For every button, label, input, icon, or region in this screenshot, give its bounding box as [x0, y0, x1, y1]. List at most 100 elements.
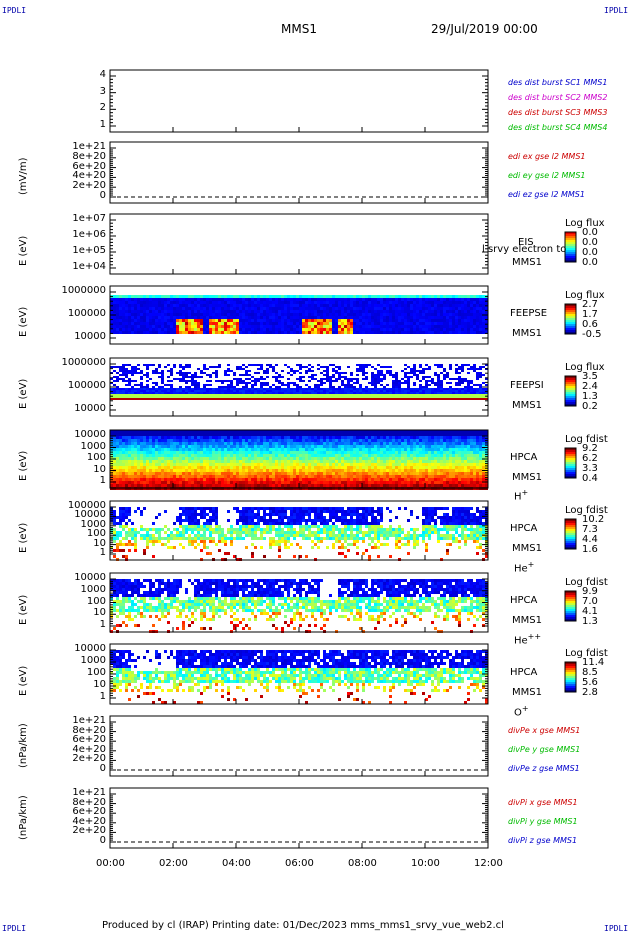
y-tick-label: 1	[99, 691, 106, 702]
corner-label-top-right: IPDLI	[604, 6, 629, 15]
legend-entry: divPi x gse MMS1	[508, 798, 578, 807]
panel-frame	[109, 787, 489, 849]
y-axis-label: E (eV)	[18, 522, 29, 553]
legend-entry: des dist burst SC4 MMS4	[508, 123, 608, 132]
y-tick-label: 8e+20	[72, 724, 106, 736]
instrument-label: FEEPSI	[510, 380, 544, 392]
colorbar-tick: 5.6	[582, 677, 598, 688]
legend-entry: edi ey gse l2 MMS1	[508, 171, 586, 180]
y-tick-label: 1000	[80, 583, 106, 595]
instrument-label: HPCA	[510, 523, 538, 535]
colorbar-tick: 8.5	[582, 667, 598, 678]
y-tick-label: 1e+07	[72, 213, 106, 224]
y-tick-label: 100000	[67, 308, 106, 319]
y-tick-label: 1000000	[61, 357, 106, 368]
y-tick-label: 0	[99, 190, 106, 201]
species-charge: +	[527, 560, 535, 569]
y-tick-label: 4e+20	[72, 743, 106, 755]
panel-hpca_he	[109, 500, 577, 561]
y-axis-label: E (eV)	[18, 306, 29, 337]
y-tick-label: 1000	[80, 440, 106, 452]
panel-frame	[109, 69, 489, 133]
colorbar	[564, 590, 577, 622]
y-tick-label: 100000	[67, 500, 106, 511]
y-tick-label: 1e+05	[72, 245, 106, 256]
y-tick-label: 4e+20	[72, 815, 106, 827]
colorbar	[564, 447, 577, 479]
y-tick-label: 10	[93, 537, 106, 549]
y-tick-label: 6e+20	[72, 806, 106, 818]
colorbar-title: Log fdist	[565, 434, 608, 445]
x-tick-label: 02:00	[159, 858, 188, 869]
y-tick-label: 10000	[74, 403, 106, 414]
page-title: MMS1	[281, 22, 317, 36]
colorbar-tick: 2.8	[582, 687, 598, 698]
panel-frame	[109, 213, 489, 275]
spacecraft-label: MMS1	[512, 471, 542, 483]
y-tick-label: 2e+20	[72, 825, 106, 837]
y-tick-label: 1	[99, 547, 106, 558]
y-tick-label: 10	[93, 679, 106, 690]
y-axis-label: (nPa/km)	[18, 723, 29, 768]
colorbar-tick: 4.1	[582, 606, 598, 617]
y-tick-label: 2	[99, 102, 106, 114]
legend-entry: divPe z gse MMS1	[508, 764, 580, 773]
y-tick-label: 100	[86, 667, 106, 678]
colorbar-tick: 1.7	[582, 309, 598, 320]
species-label: O+	[514, 704, 529, 719]
colorbar-tick: 0.0	[582, 237, 598, 248]
colorbar-tick: 9.2	[582, 443, 598, 454]
colorbar-title: Log fdist	[565, 648, 608, 659]
page-date: 29/Jul/2019 00:00	[431, 22, 538, 36]
y-tick-label: 10000	[74, 331, 106, 342]
panel-eis	[109, 213, 577, 275]
panel-frame	[109, 141, 489, 204]
y-tick-label: 1e+04	[72, 261, 106, 272]
y-tick-label: 10000	[74, 572, 106, 583]
y-axis-label: E (eV)	[18, 594, 29, 625]
x-tick-label: 12:00	[474, 858, 503, 869]
panel-spacecraft	[109, 69, 489, 133]
y-axis-label: E (eV)	[18, 665, 29, 696]
colorbar-tick: 1.3	[582, 391, 598, 402]
panel-divpe	[109, 715, 489, 777]
colorbar-tick: 1.3	[582, 616, 598, 627]
spacecraft-label: MMS1	[512, 615, 542, 627]
colorbar-tick: 2.4	[582, 381, 598, 392]
species-charge: +	[521, 488, 529, 497]
overlay-text: l srvy electron to	[482, 244, 567, 255]
y-axis-label: E (eV)	[18, 450, 29, 481]
species-label: He+	[514, 560, 535, 575]
y-axis-label: E (eV)	[18, 235, 29, 266]
y-tick-label: 10000	[74, 429, 106, 440]
y-tick-label: 100	[86, 595, 106, 607]
colorbar-tick: 6.2	[582, 453, 598, 464]
colorbar-tick: 11.4	[582, 657, 605, 668]
colorbar-title: Log fdist	[565, 577, 608, 588]
colorbar-tick: 0.0	[582, 247, 598, 258]
species-charge: ++	[527, 632, 542, 641]
colorbar-tick: 3.5	[582, 371, 598, 382]
y-tick-label: 2e+20	[72, 753, 106, 765]
x-tick-label: 08:00	[348, 858, 377, 869]
instrument-label: HPCA	[510, 595, 538, 607]
legend-entry: edi ex gse l2 MMS1	[508, 152, 586, 161]
y-tick-label: 100	[86, 452, 106, 463]
colorbar-tick: 9.9	[582, 586, 598, 597]
colorbar	[564, 518, 577, 550]
corner-label-bottom-left: IPDLI	[2, 924, 27, 933]
panel-hpca_o	[109, 643, 577, 705]
colorbar	[564, 231, 577, 263]
y-tick-label: 6e+20	[72, 160, 106, 172]
legend-entry: edi ez gse l2 MMS1	[508, 190, 585, 199]
species-charge: +	[521, 704, 529, 713]
y-tick-label: 3	[99, 85, 106, 97]
y-axis-label: (mV/m)	[18, 157, 29, 195]
y-tick-label: 100	[86, 528, 106, 540]
corner-label-bottom-right: IPDLI	[604, 924, 629, 933]
spacecraft-label: MMS1	[512, 257, 542, 269]
colorbar-tick: 0.0	[582, 257, 598, 268]
y-axis-label: E (eV)	[18, 378, 29, 409]
